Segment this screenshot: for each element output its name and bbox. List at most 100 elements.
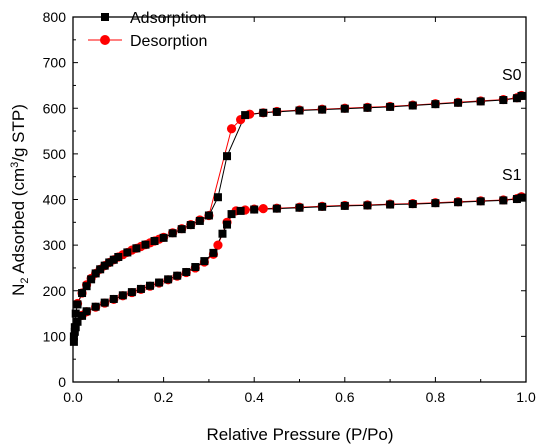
data-point-adsorption	[164, 275, 173, 284]
y-tick-label: 200	[43, 283, 67, 299]
plot-layer	[69, 90, 527, 346]
data-point-adsorption	[318, 202, 327, 211]
data-point-adsorption	[218, 229, 227, 238]
data-point-adsorption	[499, 96, 508, 105]
data-point-adsorption	[241, 111, 250, 120]
data-point-adsorption	[177, 225, 186, 234]
data-point-adsorption	[223, 152, 232, 161]
data-point-desorption	[213, 240, 223, 250]
series-line-s1-desorption	[81, 196, 522, 316]
data-point-adsorption	[259, 108, 268, 117]
data-point-adsorption	[272, 107, 281, 116]
y-axis-title-mid: Adsorbed (cm	[9, 168, 28, 278]
data-point-adsorption	[91, 302, 100, 311]
data-point-adsorption	[223, 220, 232, 229]
data-point-adsorption	[73, 317, 82, 326]
data-point-adsorption	[173, 271, 182, 280]
curve-label-s0: S0	[502, 67, 522, 84]
data-point-adsorption	[132, 244, 141, 253]
y-tick-label: 100	[43, 328, 67, 344]
data-point-adsorption	[136, 284, 145, 293]
data-point-adsorption	[431, 100, 440, 109]
data-point-adsorption	[476, 197, 485, 206]
data-point-adsorption	[340, 201, 349, 210]
data-point-adsorption	[476, 97, 485, 106]
series-line-s1-adsorption	[73, 197, 522, 337]
legend-desorption-label: Desorption	[130, 33, 207, 50]
y-axis-title-n: N	[9, 284, 28, 296]
data-point-adsorption	[363, 201, 372, 210]
data-point-adsorption	[87, 275, 96, 284]
data-point-adsorption	[150, 237, 159, 246]
x-tick-label: 0.2	[154, 389, 174, 405]
data-point-adsorption	[96, 265, 105, 274]
data-point-adsorption	[71, 323, 80, 332]
data-point-adsorption	[512, 195, 521, 204]
series-line-s0-adsorption	[73, 95, 522, 342]
data-point-adsorption	[227, 210, 236, 219]
y-axis-title-sup: 3	[9, 162, 21, 168]
data-point-adsorption	[105, 258, 114, 267]
data-point-adsorption	[386, 200, 395, 209]
data-point-adsorption	[100, 298, 109, 307]
y-axis-title-end: /g STP)	[9, 104, 28, 162]
x-tick-label: 0.0	[63, 389, 83, 405]
x-tick-label: 0.4	[244, 389, 264, 405]
y-tick-label: 0	[58, 374, 66, 390]
y-tick-label: 700	[43, 55, 67, 71]
data-point-adsorption	[454, 198, 463, 207]
data-point-adsorption	[236, 206, 245, 215]
x-tick-label: 0.8	[426, 389, 446, 405]
data-point-adsorption	[109, 294, 118, 303]
data-point-adsorption	[517, 193, 526, 202]
data-point-adsorption	[363, 103, 372, 112]
data-point-adsorption	[118, 291, 127, 300]
data-point-adsorption	[155, 278, 164, 287]
data-point-adsorption	[186, 221, 195, 230]
x-tick-label: 0.6	[335, 389, 355, 405]
legend: Adsorption Desorption	[88, 10, 207, 50]
y-tick-label: 400	[43, 192, 67, 208]
data-point-adsorption	[127, 288, 136, 297]
data-point-desorption	[226, 124, 237, 134]
data-point-adsorption	[70, 327, 79, 336]
data-point-adsorption	[182, 268, 191, 277]
data-point-adsorption	[295, 106, 304, 115]
data-point-adsorption	[213, 193, 222, 202]
data-point-adsorption	[141, 240, 150, 249]
y-tick-label: 800	[43, 9, 67, 25]
data-point-adsorption	[386, 102, 395, 111]
legend-adsorption-marker	[101, 13, 109, 21]
y-tick-label: 600	[43, 100, 67, 116]
data-point-adsorption	[272, 204, 281, 213]
data-point-adsorption	[109, 255, 118, 264]
y-tick-label: 500	[43, 146, 67, 162]
data-point-adsorption	[82, 307, 91, 316]
legend-adsorption-label: Adsorption	[130, 10, 207, 27]
data-point-adsorption	[204, 211, 213, 220]
x-axis-title: Relative Pressure (P/Po)	[206, 425, 393, 444]
data-point-adsorption	[512, 94, 521, 103]
curve-label-s1: S1	[502, 167, 522, 184]
data-point-adsorption	[209, 248, 218, 257]
axes-layer: 0 100 200 300 400 500 600 700 800 0.0 0.2 0.4 0.6 0.8…	[43, 9, 536, 405]
data-point-adsorption	[191, 263, 200, 272]
data-point-adsorption	[78, 289, 87, 298]
data-point-adsorption	[82, 282, 91, 291]
data-point-adsorption	[250, 205, 259, 214]
data-point-adsorption	[408, 200, 417, 209]
data-point-adsorption	[499, 196, 508, 205]
y-axis-title: N2 Adsorbed (cm3/g STP)	[9, 104, 31, 296]
data-point-adsorption	[200, 257, 209, 266]
data-point-adsorption	[78, 311, 87, 320]
data-point-adsorption	[146, 281, 155, 290]
data-point-adsorption	[73, 300, 82, 309]
y-tick-label: 300	[43, 237, 67, 253]
data-point-adsorption	[408, 101, 417, 110]
data-point-adsorption	[340, 104, 349, 113]
data-point-adsorption	[168, 229, 177, 238]
data-point-desorption	[258, 204, 268, 214]
data-point-adsorption	[159, 233, 168, 242]
data-point-adsorption	[517, 91, 526, 100]
